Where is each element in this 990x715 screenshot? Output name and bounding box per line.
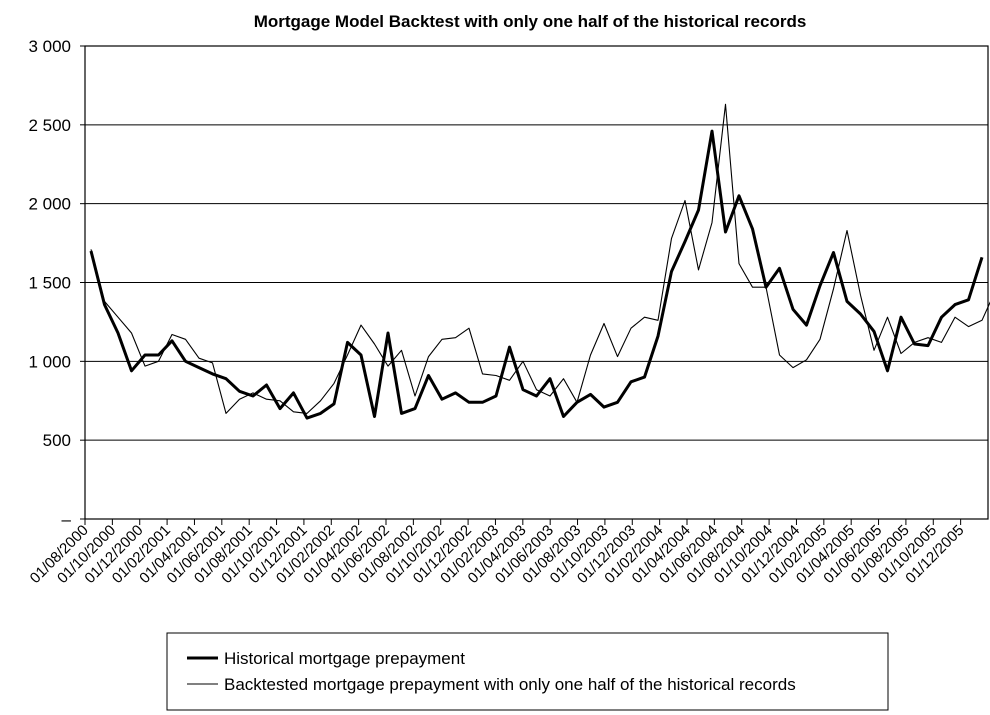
chart-title: Mortgage Model Backtest with only one ha… xyxy=(254,12,807,31)
plot-area-border xyxy=(84,45,989,520)
y-tick-label: 2 500 xyxy=(28,116,71,135)
legend-label-historical: Historical mortgage prepayment xyxy=(224,649,465,668)
x-tick-labels: 01/08/200001/10/200001/12/200001/02/2001… xyxy=(27,519,967,587)
y-tick-label: 1 500 xyxy=(28,274,71,293)
y-tick-labels: – 500 1 000 1 500 2 000 2 500 3 000 xyxy=(28,37,71,529)
series-line-historical xyxy=(89,129,984,420)
legend-label-backtested: Backtested mortgage prepayment with only… xyxy=(224,675,796,694)
y-tick-label: 2 000 xyxy=(28,195,71,214)
series-lines xyxy=(89,103,990,420)
y-tick-label: 1 000 xyxy=(28,352,71,371)
y-tick-label: 500 xyxy=(43,431,71,450)
y-tick-label: 3 000 xyxy=(28,37,71,56)
gridlines xyxy=(80,45,988,520)
legend-box xyxy=(166,632,889,711)
legend: Historical mortgage prepayment Backteste… xyxy=(166,632,889,711)
y-tick-label: – xyxy=(62,510,72,529)
series-line-backtested xyxy=(90,103,990,414)
